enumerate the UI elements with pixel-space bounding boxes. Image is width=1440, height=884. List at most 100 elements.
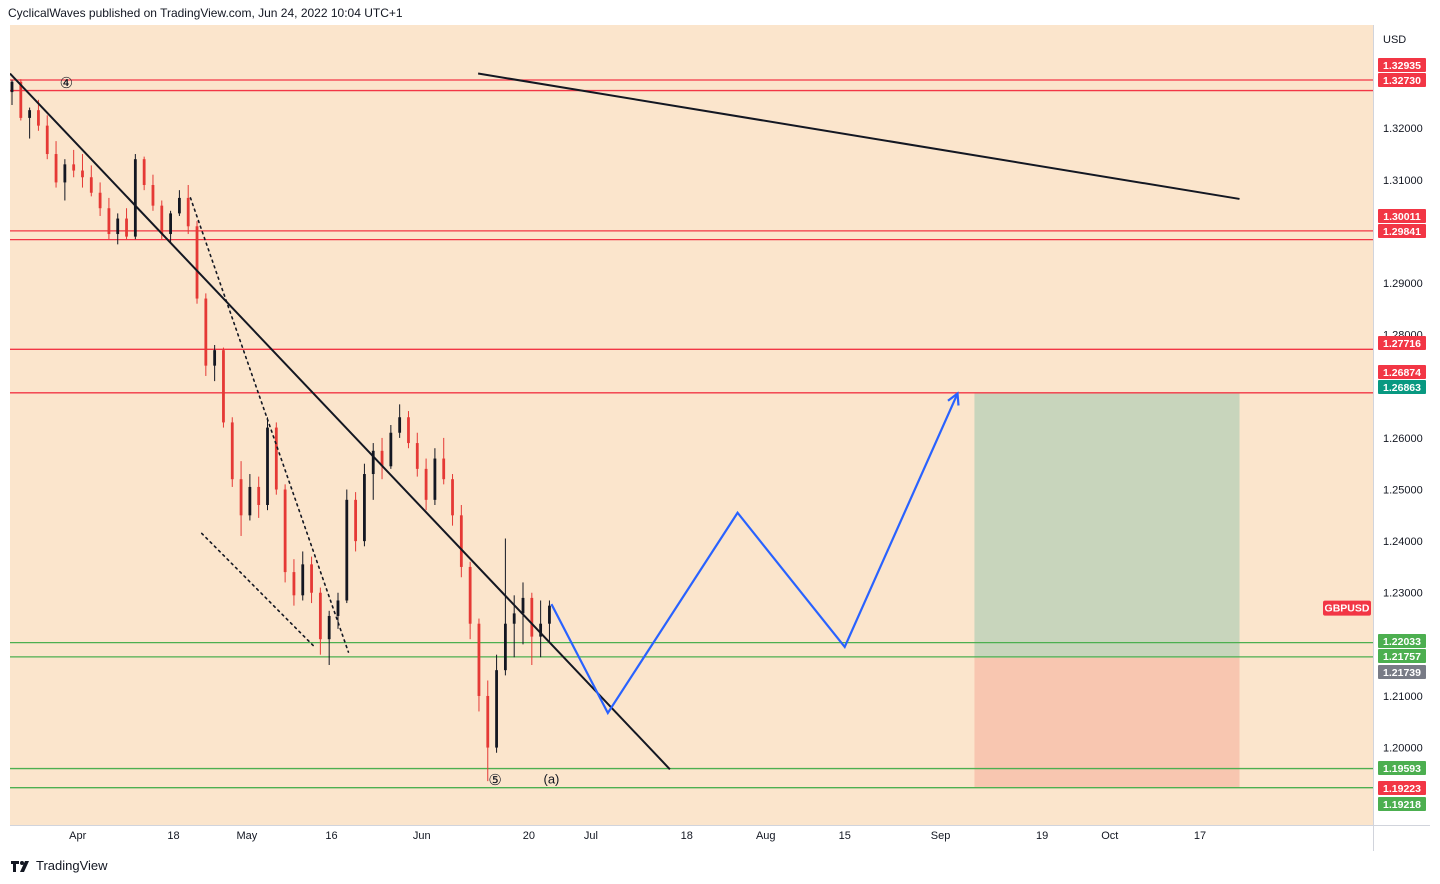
y-axis-tick-label: 1.32000 <box>1383 123 1423 135</box>
candle <box>204 293 208 376</box>
x-axis-tick-label: 20 <box>523 830 535 842</box>
symbol-tag-text: GBPUSD <box>1325 603 1370 615</box>
candle <box>459 505 463 578</box>
y-axis-currency: USD <box>1383 34 1406 46</box>
candle-body <box>54 154 58 183</box>
y-axis-tick-label: 1.21000 <box>1383 691 1423 703</box>
candle-body <box>125 218 128 237</box>
price-label: 1.32935 <box>1378 58 1426 72</box>
candle <box>63 159 67 201</box>
symbol-tag-bg <box>1323 600 1371 616</box>
candle-body <box>292 572 296 596</box>
candle-body <box>512 613 516 624</box>
candle-body <box>468 566 472 624</box>
tradingview-logo-icon <box>11 860 29 872</box>
price-label-bg <box>1378 380 1426 394</box>
candle <box>486 680 490 782</box>
candle <box>530 592 534 665</box>
candle-body <box>177 197 181 214</box>
candle-body <box>354 499 358 542</box>
position-stop-zone <box>974 657 1240 788</box>
price-label-text: 1.19593 <box>1383 763 1421 775</box>
candle <box>371 443 375 500</box>
candle-body <box>195 226 199 299</box>
price-label-bg <box>1378 797 1426 811</box>
candle-body <box>398 417 402 433</box>
x-axis-tick-label: Jun <box>413 830 431 842</box>
price-label-bg <box>1378 665 1426 679</box>
candle-body <box>239 479 243 516</box>
x-axis-tick-label: Oct <box>1101 830 1118 842</box>
price-label: 1.26863 <box>1378 380 1426 394</box>
price-label-bg <box>1378 761 1426 775</box>
candle-body <box>459 515 463 567</box>
price-chart[interactable]: ④⑤ (a) USD1.320001.310001.290001.280001.2… <box>9 25 1430 851</box>
candle <box>10 80 14 105</box>
candle-body <box>327 615 331 640</box>
candle-body <box>407 417 410 444</box>
candle-body <box>257 486 261 505</box>
footer-brand: TradingView <box>36 858 108 873</box>
candle <box>477 618 481 712</box>
price-label-bg <box>1378 209 1426 223</box>
candle-body <box>204 298 208 366</box>
chart-area[interactable]: ④ ⑤ (a) USD 1.32000 1.31000 1.29000 1.28000 1.2… <box>9 25 1430 851</box>
candle-body <box>503 623 507 671</box>
candle <box>398 404 402 438</box>
candle <box>195 221 199 304</box>
candle-body <box>521 597 525 614</box>
candle <box>539 600 543 658</box>
candle <box>125 208 128 240</box>
price-label-text: 1.21757 <box>1383 651 1421 663</box>
price-label: 1.26874 <box>1378 365 1426 379</box>
candle <box>89 165 93 197</box>
candle-body <box>274 427 278 490</box>
price-label-text: 1.32935 <box>1383 60 1421 72</box>
candle-body <box>10 81 14 93</box>
candle-body <box>133 159 137 237</box>
candle-body <box>345 499 349 601</box>
candle <box>380 437 384 480</box>
candle <box>54 141 58 188</box>
candle <box>266 417 269 511</box>
candle-body <box>539 623 543 637</box>
trendline <box>477 72 1240 200</box>
candle-body <box>371 450 375 475</box>
candle <box>186 185 190 235</box>
price-label: 1.21757 <box>1378 649 1426 663</box>
candle-body <box>336 600 340 616</box>
price-label-bg <box>1378 336 1426 350</box>
candle-body <box>81 170 84 178</box>
price-label: 1.30011 <box>1378 209 1426 223</box>
price-label-bg <box>1378 58 1426 72</box>
candle-body <box>107 208 111 235</box>
x-axis-tick-label: 15 <box>839 830 851 842</box>
candle <box>257 476 261 518</box>
candle <box>28 107 32 139</box>
price-label: 1.21739 <box>1378 665 1426 679</box>
candle <box>433 448 437 505</box>
candle-body <box>389 432 393 467</box>
price-label-text: 1.21739 <box>1383 667 1421 679</box>
wave-label: ④ <box>60 75 73 92</box>
candle-body <box>451 479 454 516</box>
y-axis-tick-label: 1.26000 <box>1383 433 1423 445</box>
candle-body <box>310 564 313 593</box>
candle-body <box>116 218 120 235</box>
candle-body <box>248 486 252 516</box>
candle <box>230 417 234 487</box>
x-axis-tick-label: 18 <box>167 830 179 842</box>
candle-body <box>415 443 419 469</box>
price-label: 1.19593 <box>1378 761 1426 775</box>
candle-body <box>19 81 23 118</box>
candle <box>495 654 498 753</box>
candle <box>248 474 252 521</box>
projection-path <box>550 393 959 716</box>
price-label: 1.27716 <box>1378 336 1426 350</box>
projection-arrowhead <box>947 391 960 406</box>
price-label-bg <box>1378 649 1426 663</box>
symbol-tag: GBPUSD <box>1323 600 1371 616</box>
candle <box>415 432 419 477</box>
price-label: 1.32730 <box>1378 73 1426 87</box>
x-axis-tick-label: Sep <box>931 830 951 842</box>
